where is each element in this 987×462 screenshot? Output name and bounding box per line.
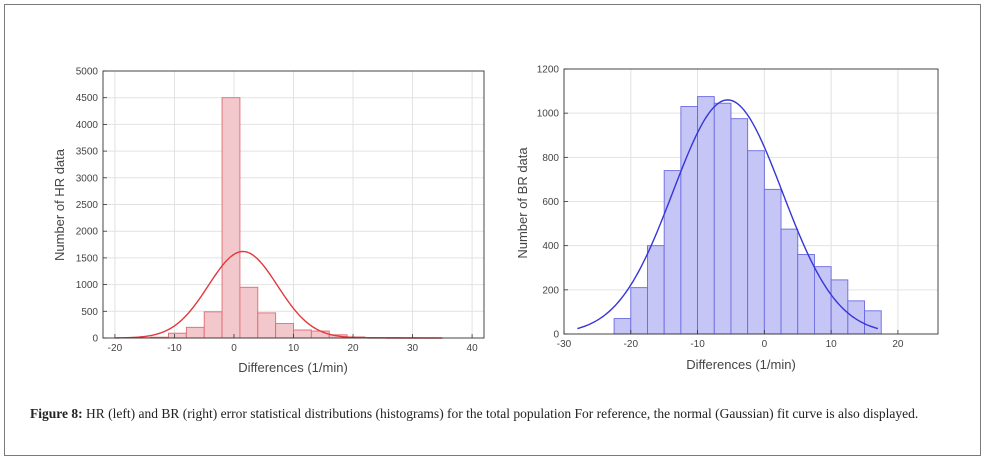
hr-bar — [185, 326, 205, 339]
br-bar — [763, 188, 782, 335]
br-fit-curve — [577, 99, 879, 330]
br-bar — [630, 287, 648, 335]
hr-y-axis-label: Number of HR data — [52, 148, 67, 261]
hr-y-tick-label: 4500 — [76, 93, 99, 104]
br-bar — [697, 96, 715, 335]
br-y-tick-label: 0 — [553, 330, 559, 341]
hr-y-tick-label: 2500 — [76, 200, 99, 211]
br-x-tick-label: 20 — [892, 339, 904, 350]
hr-y-tick-label: 3500 — [76, 147, 99, 158]
br-bar — [864, 310, 882, 335]
br-bar — [613, 318, 632, 335]
br-bar — [747, 150, 765, 335]
hr-x-tick-label: -20 — [108, 343, 123, 354]
hr-bar — [168, 332, 187, 339]
hr-y-tick-label: 500 — [81, 307, 98, 318]
br-bar — [663, 170, 682, 335]
br-bar — [813, 266, 832, 335]
hr-x-tick-label: 40 — [467, 343, 479, 354]
br-bar — [730, 118, 749, 335]
br-x-tick-label: 0 — [762, 339, 768, 350]
br-bar — [680, 106, 699, 335]
br-y-tick-label: 600 — [542, 197, 559, 208]
hr-y-tick-label: 0 — [92, 334, 98, 345]
br-bar — [830, 279, 849, 335]
br-y-tick-label: 200 — [542, 285, 559, 296]
br-x-axis-label: Differences (1/min) — [686, 357, 796, 372]
br-x-tick-label: 10 — [826, 339, 838, 350]
br-y-tick-label: 1000 — [537, 109, 560, 120]
br-x-tick-label: -20 — [624, 339, 639, 350]
hr-y-tick-label: 5000 — [76, 67, 99, 78]
hr-histogram-chart: -20 -10 0 10 20 30 40 0 500 1000 1500 2000 2500 3000 3… — [52, 67, 485, 375]
br-bar — [847, 300, 865, 335]
hr-y-tick-label: 2000 — [76, 227, 99, 238]
hr-y-tick-label: 3000 — [76, 173, 99, 184]
hr-bar — [221, 97, 241, 339]
caption-text: HR (left) and BR (right) error statistic… — [86, 406, 919, 421]
br-y-axis-label: Number of BR data — [515, 147, 530, 259]
hr-bar — [239, 286, 259, 339]
hr-y-tick-label: 1000 — [76, 280, 99, 291]
hr-bar — [275, 323, 294, 339]
br-bar — [713, 102, 732, 335]
hr-x-tick-label: -10 — [167, 343, 182, 354]
br-x-tick-label: -30 — [557, 339, 572, 350]
hr-y-tick-label: 4000 — [76, 120, 99, 131]
br-y-tick-label: 800 — [542, 153, 559, 164]
hr-bar — [257, 312, 277, 339]
hr-bar — [203, 311, 223, 339]
hr-x-axis-label: Differences (1/min) — [238, 360, 348, 375]
br-bar — [797, 254, 815, 335]
br-y-tick-label: 1200 — [537, 65, 560, 76]
hr-x-tick-label: 10 — [288, 343, 300, 354]
figure-caption: Figure 8: HR (left) and BR (right) error… — [30, 405, 965, 423]
hr-bar — [310, 330, 330, 339]
hr-y-tick-label: 1500 — [76, 253, 99, 264]
br-bar — [647, 245, 665, 335]
br-x-tick-label: -10 — [690, 339, 705, 350]
hr-x-tick-label: 20 — [347, 343, 359, 354]
br-histogram-chart: -30 -20 -10 0 10 20020040060080010001200Diffe… — [515, 65, 939, 372]
hr-x-tick-label: 30 — [407, 343, 419, 354]
hr-x-tick-label: 0 — [231, 343, 237, 354]
hr-bar — [293, 329, 312, 339]
br-bar — [780, 228, 799, 335]
br-y-tick-label: 400 — [542, 241, 559, 252]
caption-label: Figure 8: — [30, 406, 83, 421]
